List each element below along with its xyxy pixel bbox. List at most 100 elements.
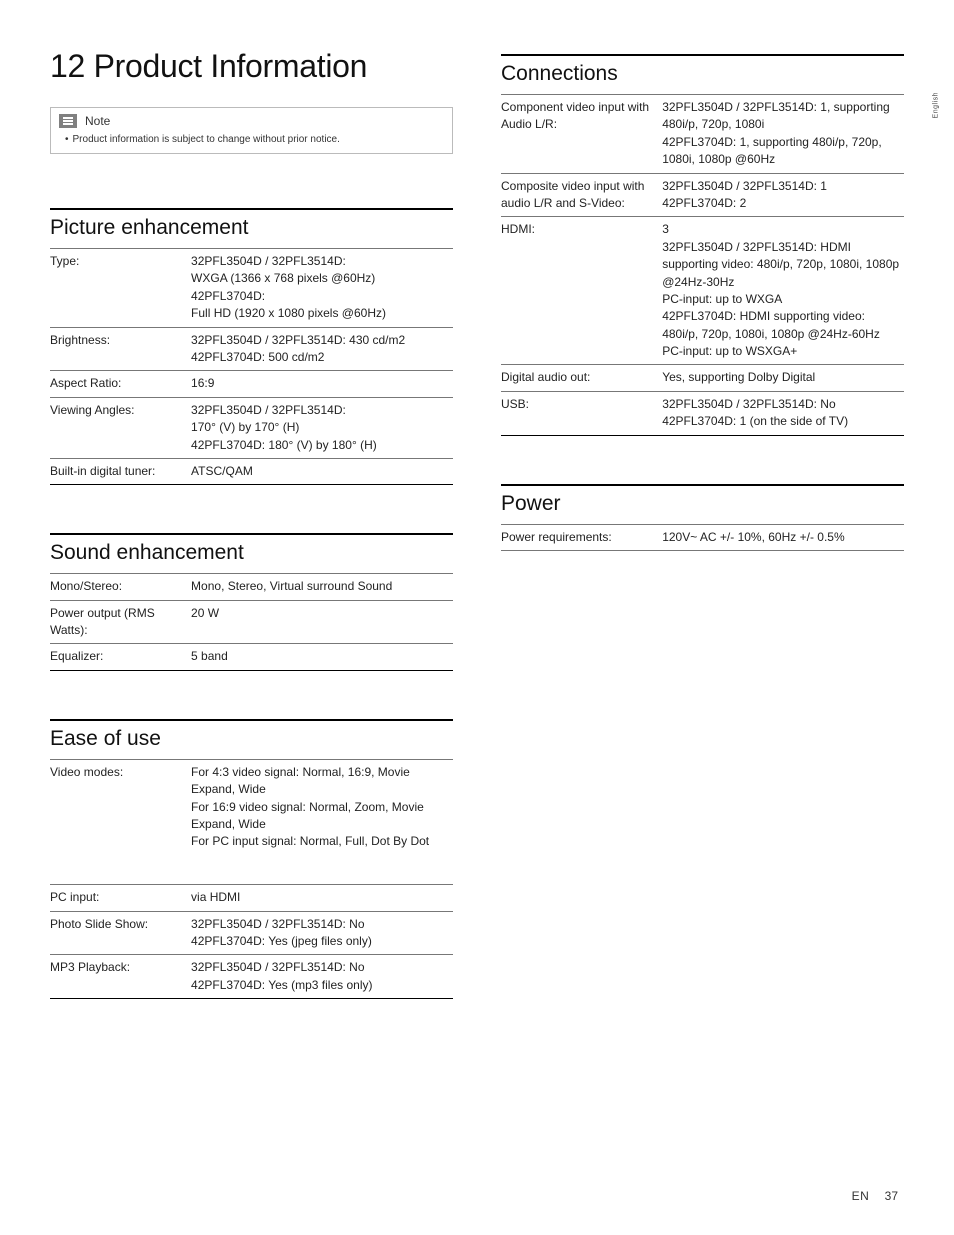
table-sound: Mono/Stereo:Mono, Stereo, Virtual surrou… bbox=[50, 573, 453, 671]
spec-table: Power requirements:120V~ AC +/- 10%, 60H… bbox=[501, 524, 904, 550]
spec-label: Type: bbox=[50, 249, 191, 328]
spec-value: 332PFL3504D / 32PFL3514D: HDMI supportin… bbox=[662, 217, 904, 365]
spec-value-line: Full HD (1920 x 1080 pixels @60Hz) bbox=[191, 305, 453, 322]
spec-value-line: For PC input signal: Normal, Full, Dot B… bbox=[191, 833, 453, 850]
note-body: • Product information is subject to chang… bbox=[51, 130, 452, 153]
note-label: Note bbox=[85, 114, 110, 128]
spec-value: 120V~ AC +/- 10%, 60Hz +/- 0.5% bbox=[662, 524, 904, 550]
spec-value: 32PFL3504D / 32PFL3514D: 430 cd/m242PFL3… bbox=[191, 327, 453, 371]
spec-value-line: 32PFL3504D / 32PFL3514D: 1, supporting 4… bbox=[662, 99, 904, 134]
spec-label: Video modes: bbox=[50, 759, 191, 854]
spec-label: Composite video input with audio L/R and… bbox=[501, 173, 662, 217]
table-row: Type:32PFL3504D / 32PFL3514D:WXGA (1366 … bbox=[50, 249, 453, 328]
spec-value-line: 32PFL3504D / 32PFL3514D: bbox=[191, 402, 453, 419]
note-icon bbox=[59, 114, 77, 128]
section-title-connections: Connections bbox=[501, 62, 904, 86]
table-row: MP3 Playback:32PFL3504D / 32PFL3514D: No… bbox=[50, 955, 453, 998]
table-power: Power requirements:120V~ AC +/- 10%, 60H… bbox=[501, 524, 904, 551]
spec-label: USB: bbox=[501, 391, 662, 434]
spec-label: Power output (RMS Watts): bbox=[50, 600, 191, 644]
spec-value: 32PFL3504D / 32PFL3514D: No42PFL3704D: Y… bbox=[191, 955, 453, 998]
spec-value: 16:9 bbox=[191, 371, 453, 397]
bullet-icon: • bbox=[65, 134, 69, 145]
spec-value: 5 band bbox=[191, 644, 453, 670]
spec-value: Yes, supporting Dolby Digital bbox=[662, 365, 904, 391]
table-row: PC input:via HDMI bbox=[50, 885, 453, 911]
spec-label: Mono/Stereo: bbox=[50, 574, 191, 600]
spec-value-line: 32PFL3504D / 32PFL3514D: No bbox=[662, 396, 904, 413]
table-row: Composite video input with audio L/R and… bbox=[501, 173, 904, 217]
table-row: USB:32PFL3504D / 32PFL3514D: No42PFL3704… bbox=[501, 391, 904, 434]
footer-lang: EN bbox=[852, 1189, 870, 1203]
table-row: Equalizer:5 band bbox=[50, 644, 453, 670]
spec-table: Mono/Stereo:Mono, Stereo, Virtual surrou… bbox=[50, 573, 453, 670]
spec-table: Video modes:For 4:3 video signal: Normal… bbox=[50, 759, 453, 998]
table-row: Aspect Ratio:16:9 bbox=[50, 371, 453, 397]
table-row: Power output (RMS Watts):20 W bbox=[50, 600, 453, 644]
spec-value-line: 32PFL3504D / 32PFL3514D: 430 cd/m2 bbox=[191, 332, 453, 349]
section-rule bbox=[50, 719, 453, 721]
spec-value-line: 42PFL3704D: Yes (mp3 files only) bbox=[191, 977, 453, 994]
spec-label: Photo Slide Show: bbox=[50, 911, 191, 955]
spec-value-line: Yes, supporting Dolby Digital bbox=[662, 369, 904, 386]
section-ease: Ease of use Video modes:For 4:3 video si… bbox=[50, 719, 453, 999]
page-title: 12 Product Information bbox=[50, 48, 453, 85]
spec-value-line: 42PFL3704D: Yes (jpeg files only) bbox=[191, 933, 453, 950]
note-box: Note • Product information is subject to … bbox=[50, 107, 453, 154]
spec-value-line: 42PFL3704D: 1, supporting 480i/p, 720p, … bbox=[662, 134, 904, 169]
spec-value-line: 120V~ AC +/- 10%, 60Hz +/- 0.5% bbox=[662, 529, 904, 546]
section-rule bbox=[50, 208, 453, 210]
page: English 12 Product Information Note bbox=[0, 0, 954, 1235]
spec-value-line: 42PFL3704D: bbox=[191, 288, 453, 305]
spec-value-line: via HDMI bbox=[191, 889, 453, 906]
spec-value-line: 42PFL3704D: 2 bbox=[662, 195, 904, 212]
table-row: Digital audio out:Yes, supporting Dolby … bbox=[501, 365, 904, 391]
table-row: Built-in digital tuner:ATSC/QAM bbox=[50, 458, 453, 484]
spec-table: Component video input with Audio L/R:32P… bbox=[501, 94, 904, 435]
table-row: Brightness:32PFL3504D / 32PFL3514D: 430 … bbox=[50, 327, 453, 371]
spec-label: Aspect Ratio: bbox=[50, 371, 191, 397]
spec-value-line: 20 W bbox=[191, 605, 453, 622]
spec-value: 32PFL3504D / 32PFL3514D: No42PFL3704D: Y… bbox=[191, 911, 453, 955]
table-row: Photo Slide Show:32PFL3504D / 32PFL3514D… bbox=[50, 911, 453, 955]
table-row: Mono/Stereo:Mono, Stereo, Virtual surrou… bbox=[50, 574, 453, 600]
spec-value: 32PFL3504D / 32PFL3514D:WXGA (1366 x 768… bbox=[191, 249, 453, 328]
column-layout: 12 Product Information Note •Product bbox=[50, 48, 904, 1047]
right-column: Connections Component video input with A… bbox=[501, 48, 904, 1047]
spec-value-line: PC-input: up to WSXGA+ bbox=[662, 343, 904, 360]
spec-value-line: 5 band bbox=[191, 648, 453, 665]
table-row: Power requirements:120V~ AC +/- 10%, 60H… bbox=[501, 524, 904, 550]
spec-value-line: For 16:9 video signal: Normal, Zoom, Mov… bbox=[191, 799, 453, 834]
spec-value-line: PC-input: up to WXGA bbox=[662, 291, 904, 308]
spec-value: 32PFL3504D / 32PFL3514D: No42PFL3704D: 1… bbox=[662, 391, 904, 434]
spec-label: Component video input with Audio L/R: bbox=[501, 95, 662, 174]
spec-value-line: 16:9 bbox=[191, 375, 453, 392]
table-row: Viewing Angles:32PFL3504D / 32PFL3514D:1… bbox=[50, 397, 453, 458]
spec-value-line: 42PFL3704D: 500 cd/m2 bbox=[191, 349, 453, 366]
spec-label: Viewing Angles: bbox=[50, 397, 191, 458]
spec-value-line: 32PFL3504D / 32PFL3514D: No bbox=[191, 916, 453, 933]
section-sound: Sound enhancement Mono/Stereo:Mono, Ster… bbox=[50, 533, 453, 671]
footer-page-number: 37 bbox=[885, 1189, 898, 1203]
section-connections: Connections Component video input with A… bbox=[501, 54, 904, 436]
spec-value-line: 32PFL3504D / 32PFL3514D: bbox=[191, 253, 453, 270]
spec-label: Equalizer: bbox=[50, 644, 191, 670]
note-text: Product information is subject to change… bbox=[73, 134, 340, 145]
section-title-picture: Picture enhancement bbox=[50, 216, 453, 240]
spec-value-line: 3 bbox=[662, 221, 904, 238]
section-power: Power Power requirements:120V~ AC +/- 10… bbox=[501, 484, 904, 551]
spec-value-line: ATSC/QAM bbox=[191, 463, 453, 480]
spec-value: 32PFL3504D / 32PFL3514D:170° (V) by 170°… bbox=[191, 397, 453, 458]
left-column: 12 Product Information Note •Product bbox=[50, 48, 453, 1047]
section-rule bbox=[501, 54, 904, 56]
spec-value-line: WXGA (1366 x 768 pixels @60Hz) bbox=[191, 270, 453, 287]
spec-value: Mono, Stereo, Virtual surround Sound bbox=[191, 574, 453, 600]
spec-label: Digital audio out: bbox=[501, 365, 662, 391]
spec-label: Power requirements: bbox=[501, 524, 662, 550]
spec-label: HDMI: bbox=[501, 217, 662, 365]
spec-value: 32PFL3504D / 32PFL3514D: 1, supporting 4… bbox=[662, 95, 904, 174]
section-title-ease: Ease of use bbox=[50, 727, 453, 751]
spec-value: For 4:3 video signal: Normal, 16:9, Movi… bbox=[191, 759, 453, 854]
note-header: Note bbox=[51, 108, 452, 130]
table-connections: Component video input with Audio L/R:32P… bbox=[501, 94, 904, 436]
